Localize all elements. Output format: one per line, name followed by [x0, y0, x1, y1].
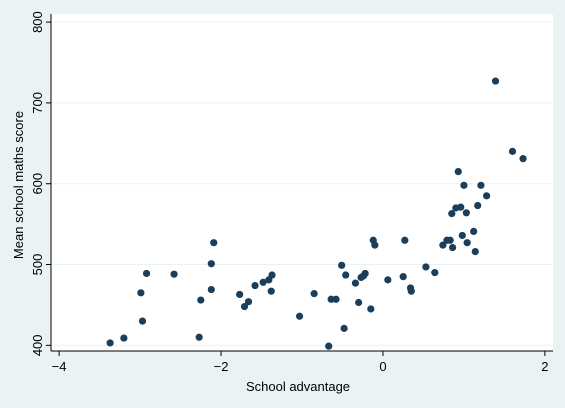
- x-axis-label: School advantage: [246, 379, 350, 394]
- data-point: [120, 334, 128, 342]
- data-point: [463, 239, 471, 247]
- data-point: [367, 305, 375, 313]
- data-point: [519, 155, 527, 163]
- data-point: [259, 278, 267, 286]
- data-point: [491, 77, 500, 85]
- plot-area: [51, 14, 553, 351]
- data-point: [448, 210, 456, 218]
- data-point: [142, 269, 151, 278]
- data-point: [267, 287, 275, 295]
- data-point: [197, 296, 205, 304]
- data-point: [462, 209, 470, 217]
- y-tick-label: 800: [30, 11, 45, 33]
- data-point: [268, 271, 276, 279]
- data-point: [332, 295, 340, 303]
- data-point: [457, 203, 465, 211]
- y-tick-label: 500: [30, 254, 45, 276]
- data-point: [371, 241, 379, 249]
- data-point: [210, 239, 218, 247]
- data-points: [106, 77, 527, 350]
- data-point: [138, 317, 147, 325]
- data-point: [244, 298, 253, 306]
- data-point: [310, 290, 318, 298]
- data-point: [460, 181, 468, 189]
- data-point: [474, 201, 482, 210]
- data-point: [351, 279, 360, 287]
- x-tick-label: 0: [379, 359, 386, 374]
- x-tick-label: −4: [52, 359, 67, 374]
- y-tick-label: 700: [30, 92, 45, 114]
- data-point: [338, 261, 346, 269]
- data-point: [449, 243, 457, 252]
- data-point: [422, 263, 430, 271]
- data-point: [446, 236, 454, 244]
- data-point: [251, 281, 259, 290]
- data-point: [477, 181, 485, 189]
- data-point: [454, 167, 462, 176]
- y-tick-label: 600: [30, 173, 45, 195]
- data-point: [240, 302, 249, 311]
- data-point: [340, 324, 348, 332]
- data-point: [207, 285, 215, 294]
- data-point: [236, 290, 244, 299]
- data-point: [483, 192, 491, 200]
- data-point: [295, 312, 304, 320]
- data-point: [401, 236, 409, 244]
- data-point: [361, 269, 369, 278]
- data-point: [508, 147, 517, 155]
- y-axis-label: Mean school maths score: [11, 111, 26, 259]
- data-point: [137, 289, 145, 297]
- x-tick-label: −2: [214, 359, 229, 374]
- data-point: [458, 231, 466, 240]
- data-point: [342, 271, 350, 279]
- data-point: [355, 298, 363, 307]
- data-point: [325, 342, 333, 350]
- data-point: [384, 276, 392, 284]
- data-point: [195, 333, 203, 341]
- data-point: [470, 227, 478, 235]
- data-point: [407, 287, 415, 295]
- grid-lines: [51, 21, 553, 346]
- x-axis-ticks: −4 −2 0 2: [52, 351, 549, 374]
- data-point: [170, 270, 178, 278]
- data-point: [431, 269, 439, 277]
- data-point: [439, 241, 447, 249]
- data-point: [399, 273, 407, 281]
- data-point: [207, 260, 215, 268]
- data-point: [106, 339, 114, 347]
- y-axis-ticks: 400 500 600 700 800: [30, 11, 51, 356]
- data-point: [471, 247, 479, 256]
- x-tick-label: 2: [541, 359, 548, 374]
- y-tick-label: 400: [30, 334, 45, 356]
